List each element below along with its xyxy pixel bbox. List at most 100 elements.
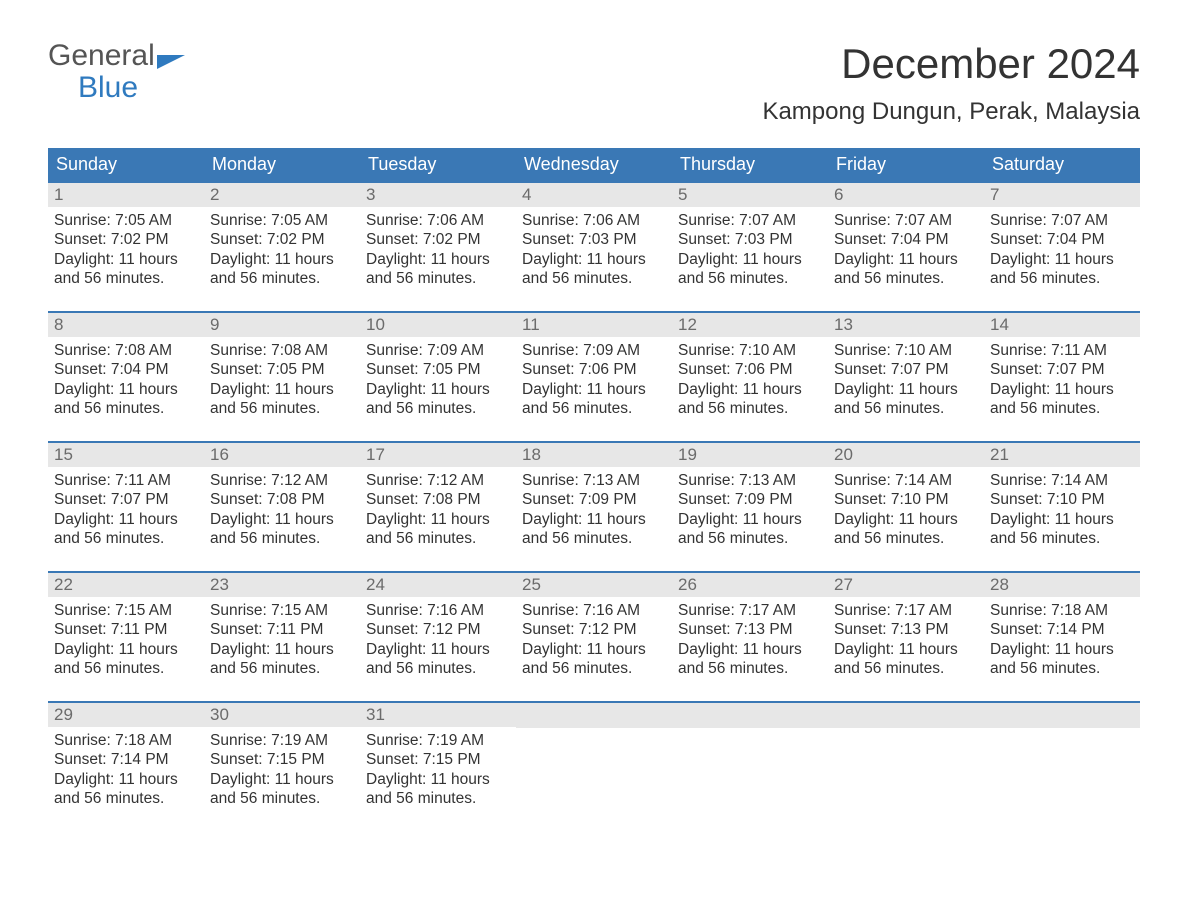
daylight-line-2: and 56 minutes.	[522, 659, 666, 678]
day-number: 22	[54, 575, 73, 594]
brand-word-2: Blue	[78, 72, 185, 104]
daylight-line-1: Daylight: 11 hours	[366, 770, 510, 789]
daylight-line-2: and 56 minutes.	[366, 659, 510, 678]
day-cell: 16 Sunrise: 7:12 AMSunset: 7:08 PMDayligh…	[204, 443, 360, 567]
day-body: Sunrise: 7:10 AMSunset: 7:06 PMDaylight:…	[672, 337, 828, 425]
sunrise-line: Sunrise: 7:06 AM	[522, 211, 666, 230]
calendar-week: 22Sunrise: 7:15 AMSunset: 7:11 PMDayligh…	[48, 571, 1140, 697]
sunset-line: Sunset: 7:07 PM	[834, 360, 978, 379]
day-body: Sunrise: 7:12 AMSunset: 7:08 PMDaylight:…	[204, 467, 360, 555]
day-number: 4	[522, 185, 531, 204]
dow-cell: Sunday	[48, 148, 204, 181]
day-body: Sunrise: 7:06 AMSunset: 7:03 PMDaylight:…	[516, 207, 672, 295]
daylight-line-1: Daylight: 11 hours	[54, 380, 198, 399]
sunrise-line: Sunrise: 7:09 AM	[366, 341, 510, 360]
daylight-line-2: and 56 minutes.	[678, 529, 822, 548]
day-body: Sunrise: 7:12 AMSunset: 7:08 PMDaylight:…	[360, 467, 516, 555]
daylight-line-1: Daylight: 11 hours	[678, 380, 822, 399]
daylight-line-2: and 56 minutes.	[522, 399, 666, 418]
daylight-line-2: and 56 minutes.	[54, 659, 198, 678]
day-body: Sunrise: 7:08 AMSunset: 7:04 PMDaylight:…	[48, 337, 204, 425]
sunrise-line: Sunrise: 7:14 AM	[990, 471, 1134, 490]
day-cell: 1 Sunrise: 7:05 AMSunset: 7:02 PMDaylight…	[48, 183, 204, 307]
dow-cell: Thursday	[672, 148, 828, 181]
day-body: Sunrise: 7:19 AMSunset: 7:15 PMDaylight:…	[204, 727, 360, 815]
day-cell: 21Sunrise: 7:14 AMSunset: 7:10 PMDayligh…	[984, 443, 1140, 567]
day-body: Sunrise: 7:07 AMSunset: 7:04 PMDaylight:…	[828, 207, 984, 295]
day-body: Sunrise: 7:08 AMSunset: 7:05 PMDaylight:…	[204, 337, 360, 425]
sunrise-line: Sunrise: 7:07 AM	[834, 211, 978, 230]
daylight-line-1: Daylight: 11 hours	[210, 640, 354, 659]
sunrise-line: Sunrise: 7:05 AM	[54, 211, 198, 230]
day-cell: 30Sunrise: 7:19 AMSunset: 7:15 PMDayligh…	[204, 703, 360, 827]
day-body: Sunrise: 7:11 AMSunset: 7:07 PMDaylight:…	[984, 337, 1140, 425]
sunrise-line: Sunrise: 7:10 AM	[678, 341, 822, 360]
day-cell: 8Sunrise: 7:08 AMSunset: 7:04 PMDaylight…	[48, 313, 204, 437]
daylight-line-1: Daylight: 11 hours	[54, 510, 198, 529]
sunset-line: Sunset: 7:06 PM	[678, 360, 822, 379]
daylight-line-1: Daylight: 11 hours	[366, 380, 510, 399]
daylight-line-2: and 56 minutes.	[210, 269, 354, 288]
daylight-line-1: Daylight: 11 hours	[54, 640, 198, 659]
day-body: Sunrise: 7:06 AMSunset: 7:02 PMDaylight:…	[360, 207, 516, 295]
daylight-line-2: and 56 minutes.	[210, 399, 354, 418]
daylight-line-2: and 56 minutes.	[366, 529, 510, 548]
day-number: 10	[366, 315, 385, 334]
location-text: Kampong Dungun, Perak, Malaysia	[762, 98, 1140, 126]
day-cell: 9Sunrise: 7:08 AMSunset: 7:05 PMDaylight…	[204, 313, 360, 437]
day-cell: 25Sunrise: 7:16 AMSunset: 7:12 PMDayligh…	[516, 573, 672, 697]
sunrise-line: Sunrise: 7:17 AM	[834, 601, 978, 620]
day-number: 26	[678, 575, 697, 594]
daylight-line-2: and 56 minutes.	[990, 529, 1134, 548]
day-cell: 6 Sunrise: 7:07 AMSunset: 7:04 PMDaylight…	[828, 183, 984, 307]
sunrise-line: Sunrise: 7:10 AM	[834, 341, 978, 360]
sunset-line: Sunset: 7:11 PM	[54, 620, 198, 639]
sunset-line: Sunset: 7:02 PM	[210, 230, 354, 249]
day-number: 16	[210, 445, 229, 464]
day-number: 12	[678, 315, 697, 334]
dow-cell: Saturday	[984, 148, 1140, 181]
brand-logo: General Blue	[48, 40, 185, 103]
sunset-line: Sunset: 7:14 PM	[54, 750, 198, 769]
day-cell: 26Sunrise: 7:17 AMSunset: 7:13 PMDayligh…	[672, 573, 828, 697]
day-number: 1	[54, 185, 63, 204]
empty-day-cell	[828, 703, 984, 827]
sunset-line: Sunset: 7:08 PM	[210, 490, 354, 509]
daylight-line-1: Daylight: 11 hours	[522, 380, 666, 399]
daylight-line-1: Daylight: 11 hours	[54, 250, 198, 269]
daylight-line-1: Daylight: 11 hours	[54, 770, 198, 789]
day-number: 28	[990, 575, 1009, 594]
daylight-line-2: and 56 minutes.	[834, 399, 978, 418]
daylight-line-2: and 56 minutes.	[54, 529, 198, 548]
daylight-line-1: Daylight: 11 hours	[834, 380, 978, 399]
day-number: 15	[54, 445, 73, 464]
daylight-line-1: Daylight: 11 hours	[210, 770, 354, 789]
day-body: Sunrise: 7:14 AMSunset: 7:10 PMDaylight:…	[984, 467, 1140, 555]
day-number: 24	[366, 575, 385, 594]
sunset-line: Sunset: 7:11 PM	[210, 620, 354, 639]
day-cell: 13Sunrise: 7:10 AMSunset: 7:07 PMDayligh…	[828, 313, 984, 437]
dow-cell: Wednesday	[516, 148, 672, 181]
daylight-line-1: Daylight: 11 hours	[366, 250, 510, 269]
day-number: 6	[834, 185, 843, 204]
day-body: Sunrise: 7:16 AMSunset: 7:12 PMDaylight:…	[516, 597, 672, 685]
day-cell: 22Sunrise: 7:15 AMSunset: 7:11 PMDayligh…	[48, 573, 204, 697]
sunrise-line: Sunrise: 7:11 AM	[990, 341, 1134, 360]
sunrise-line: Sunrise: 7:12 AM	[366, 471, 510, 490]
sunset-line: Sunset: 7:07 PM	[990, 360, 1134, 379]
day-body: Sunrise: 7:05 AMSunset: 7:02 PMDaylight:…	[48, 207, 204, 295]
empty-day-cell	[516, 703, 672, 827]
daylight-line-1: Daylight: 11 hours	[210, 380, 354, 399]
sunrise-line: Sunrise: 7:08 AM	[210, 341, 354, 360]
day-body: Sunrise: 7:13 AMSunset: 7:09 PMDaylight:…	[672, 467, 828, 555]
daylight-line-2: and 56 minutes.	[834, 529, 978, 548]
sunrise-line: Sunrise: 7:16 AM	[366, 601, 510, 620]
day-cell: 19Sunrise: 7:13 AMSunset: 7:09 PMDayligh…	[672, 443, 828, 567]
sunset-line: Sunset: 7:10 PM	[990, 490, 1134, 509]
day-cell: 29Sunrise: 7:18 AMSunset: 7:14 PMDayligh…	[48, 703, 204, 827]
day-cell: 11Sunrise: 7:09 AMSunset: 7:06 PMDayligh…	[516, 313, 672, 437]
day-number: 14	[990, 315, 1009, 334]
sunset-line: Sunset: 7:10 PM	[834, 490, 978, 509]
calendar-week: 8Sunrise: 7:08 AMSunset: 7:04 PMDaylight…	[48, 311, 1140, 437]
daylight-line-2: and 56 minutes.	[522, 529, 666, 548]
